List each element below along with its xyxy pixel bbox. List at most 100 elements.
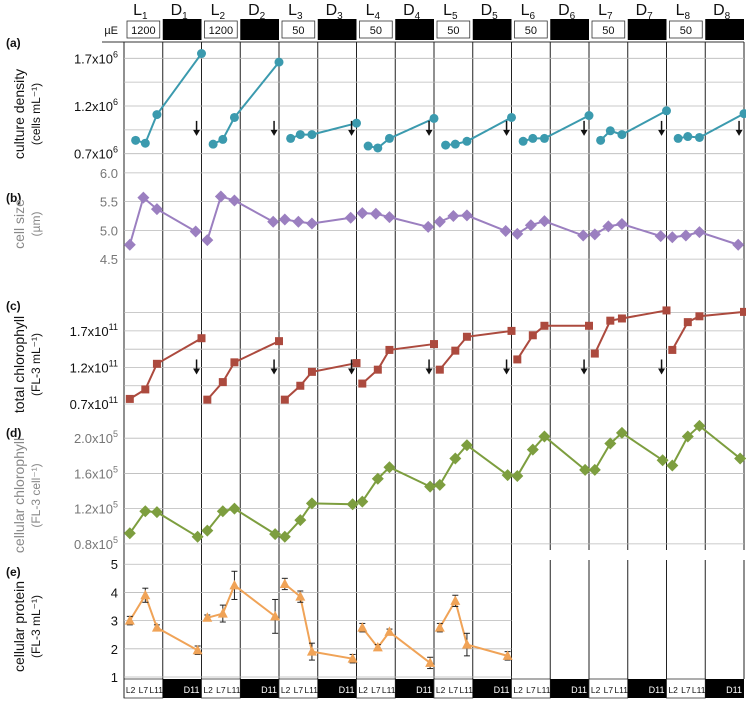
phase-letter: L bbox=[676, 2, 685, 19]
data-point bbox=[740, 109, 746, 118]
phase-letter: D bbox=[403, 2, 415, 19]
data-point bbox=[606, 317, 614, 325]
y-tick-label: 2.0x105 bbox=[74, 429, 118, 446]
y-tick-base: 6.0 bbox=[100, 166, 118, 181]
phase-letter: D bbox=[636, 2, 648, 19]
series-line bbox=[130, 595, 198, 650]
data-point bbox=[693, 226, 705, 238]
footer-dark-sample-label: D11 bbox=[649, 685, 665, 695]
data-point bbox=[384, 626, 394, 636]
y-axis-unit: (FL-3 cell⁻¹) bbox=[29, 463, 43, 527]
y-axis-unit: (cells mL⁻¹) bbox=[29, 83, 43, 145]
data-point bbox=[513, 355, 521, 363]
dark-phase-box bbox=[705, 19, 744, 40]
phase-number: 1 bbox=[182, 11, 188, 22]
data-point bbox=[740, 308, 746, 316]
data-point bbox=[585, 111, 594, 120]
data-point bbox=[666, 459, 678, 471]
footer-dark-sample-label: D11 bbox=[494, 685, 510, 695]
y-tick-base: 4 bbox=[111, 585, 118, 600]
data-point bbox=[373, 143, 382, 152]
data-point bbox=[307, 646, 317, 656]
data-point bbox=[663, 306, 671, 314]
y-tick-base: 1 bbox=[111, 670, 118, 685]
series-line bbox=[285, 584, 353, 659]
data-point bbox=[374, 366, 382, 374]
y-tick-label: 5 bbox=[111, 557, 118, 572]
footer-light-sample-label: L7 bbox=[449, 685, 459, 695]
data-point bbox=[430, 340, 438, 348]
footer-light-sample-label: L2 bbox=[436, 685, 446, 695]
footer-light-sample-label: L11 bbox=[227, 685, 241, 695]
data-point bbox=[511, 228, 523, 240]
y-tick-base: 0.7x10 bbox=[70, 397, 109, 412]
data-point bbox=[668, 346, 676, 354]
series-line bbox=[440, 601, 508, 656]
y-tick-base: 1.2x10 bbox=[74, 99, 113, 114]
arrow-head bbox=[193, 368, 200, 374]
footer-light-sample-label: L11 bbox=[382, 685, 396, 695]
y-tick-label: 5.0 bbox=[100, 223, 118, 238]
footer-light-sample-label: L2 bbox=[203, 685, 213, 695]
data-point bbox=[306, 497, 318, 509]
data-point bbox=[124, 239, 136, 251]
footer-dark-sample-label: D11 bbox=[571, 685, 587, 695]
data-point bbox=[345, 212, 357, 224]
y-tick-base: 5.0 bbox=[100, 223, 118, 238]
dark-phase-box bbox=[163, 19, 202, 40]
arrow-head bbox=[503, 130, 510, 136]
data-point bbox=[370, 208, 382, 220]
footer-light-sample-label: L11 bbox=[459, 685, 473, 695]
arrow-head bbox=[581, 368, 588, 374]
data-point bbox=[451, 140, 460, 149]
data-point bbox=[422, 221, 434, 233]
panel-label: (a) bbox=[6, 36, 21, 50]
y-tick-base: 4.5 bbox=[100, 252, 118, 267]
data-point bbox=[281, 396, 289, 404]
series-line bbox=[440, 331, 512, 370]
data-point bbox=[203, 396, 211, 404]
series-line bbox=[130, 511, 198, 537]
arrow-head bbox=[426, 130, 433, 136]
data-point bbox=[596, 136, 605, 145]
series-line bbox=[601, 111, 667, 141]
intensity-unit-label: µE bbox=[104, 25, 118, 37]
footer-light-sample-label: L11 bbox=[692, 685, 706, 695]
series-line bbox=[517, 436, 585, 476]
y-tick-label: 1 bbox=[111, 670, 118, 685]
phase-letter: L bbox=[288, 2, 297, 19]
phase-number: 4 bbox=[375, 11, 381, 22]
y-tick-label: 0.8x105 bbox=[74, 535, 118, 552]
footer-light-sample-label: L2 bbox=[281, 685, 291, 695]
light-intensity-label: 50 bbox=[292, 25, 304, 37]
phase-number: 2 bbox=[260, 11, 266, 22]
data-point bbox=[218, 608, 228, 618]
series-line bbox=[207, 341, 279, 400]
phase-letter: D bbox=[248, 2, 260, 19]
data-point bbox=[462, 137, 471, 146]
panel-label: (e) bbox=[6, 565, 21, 579]
data-point bbox=[540, 322, 548, 330]
footer-light-sample-label: L7 bbox=[216, 685, 226, 695]
phase-letter: L bbox=[521, 2, 530, 19]
data-point bbox=[209, 140, 218, 149]
data-point bbox=[141, 139, 150, 148]
y-tick-exponent: 6 bbox=[113, 97, 118, 107]
data-point bbox=[430, 114, 439, 123]
y-tick-label: 5.5 bbox=[100, 195, 118, 210]
y-tick-base: 2.0x10 bbox=[74, 431, 113, 446]
light-intensity-label: 50 bbox=[447, 25, 459, 37]
phase-number: 8 bbox=[725, 11, 731, 22]
arrow-head bbox=[271, 130, 278, 136]
y-axis-label-group: cell size(µm) bbox=[11, 199, 43, 249]
data-point bbox=[500, 225, 512, 237]
data-point bbox=[230, 358, 238, 366]
data-point bbox=[201, 234, 213, 246]
data-point bbox=[528, 134, 537, 143]
data-point bbox=[618, 314, 626, 322]
y-tick-exponent: 5 bbox=[113, 464, 118, 474]
phase-number: 1 bbox=[142, 11, 148, 22]
dark-phase-box bbox=[240, 19, 279, 40]
phase-number: 3 bbox=[297, 11, 303, 22]
